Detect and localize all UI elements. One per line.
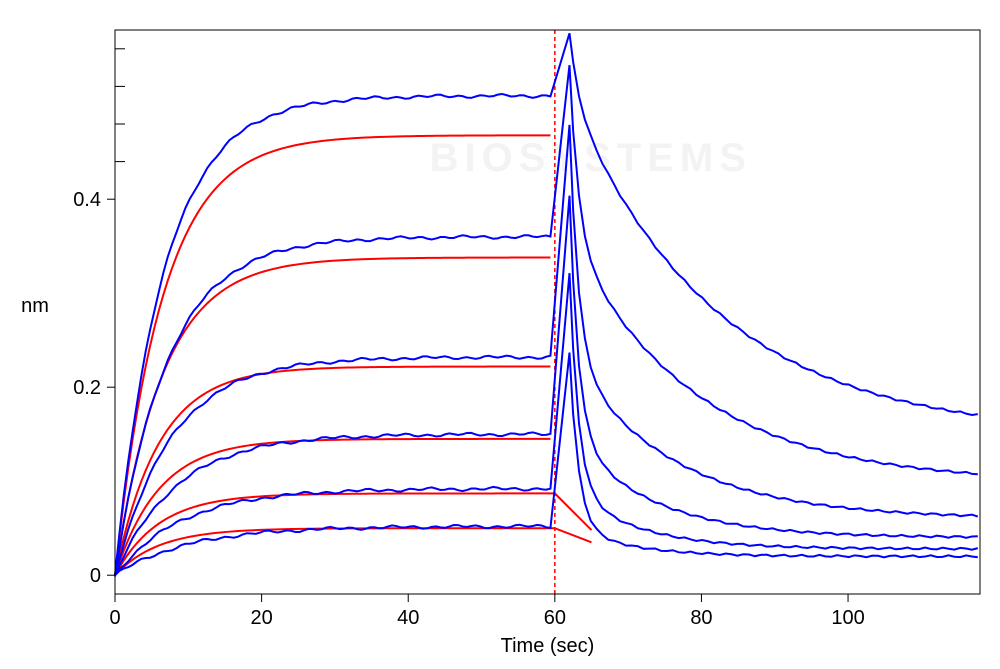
x-tick-label: 80 <box>690 607 712 629</box>
x-tick-label: 20 <box>250 607 272 629</box>
x-tick-label: 60 <box>544 607 566 629</box>
x-tick-label: 40 <box>397 607 419 629</box>
watermark-text: BIOSYSTEMS <box>430 136 752 180</box>
x-axis-label: Time (sec) <box>501 635 595 657</box>
y-tick-label: 0.4 <box>73 189 101 211</box>
y-tick-label: 0 <box>90 565 101 587</box>
chart-svg: BIOSYSTEMS 0 20 40 60 80 100 Time (sec) 0 0.2 0.4 n… <box>0 0 1000 669</box>
y-axis-label: nm <box>21 295 49 317</box>
y-tick-label: 0.2 <box>73 377 101 399</box>
x-tick-label: 0 <box>109 607 120 629</box>
sensorgram-chart: BIOSYSTEMS 0 20 40 60 80 100 Time (sec) 0 0.2 0.4 n… <box>0 0 1000 669</box>
x-tick-label: 100 <box>831 607 864 629</box>
